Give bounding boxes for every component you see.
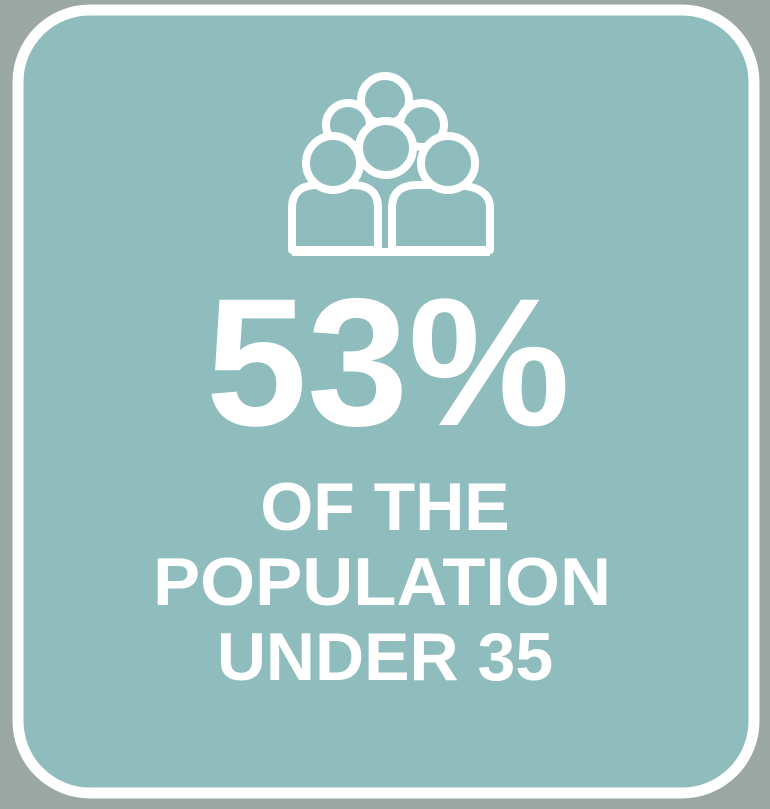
body: [288, 181, 382, 254]
people-icon: [288, 72, 494, 256]
caption-line: POPULATION: [153, 544, 611, 620]
body: [388, 181, 494, 254]
head: [302, 132, 364, 194]
caption-line: UNDER 35: [217, 619, 553, 695]
caption-line: OF THE: [260, 469, 509, 545]
card: [12, 4, 760, 799]
head: [417, 132, 479, 194]
stat-value: 53%: [206, 260, 570, 464]
head: [355, 117, 417, 179]
